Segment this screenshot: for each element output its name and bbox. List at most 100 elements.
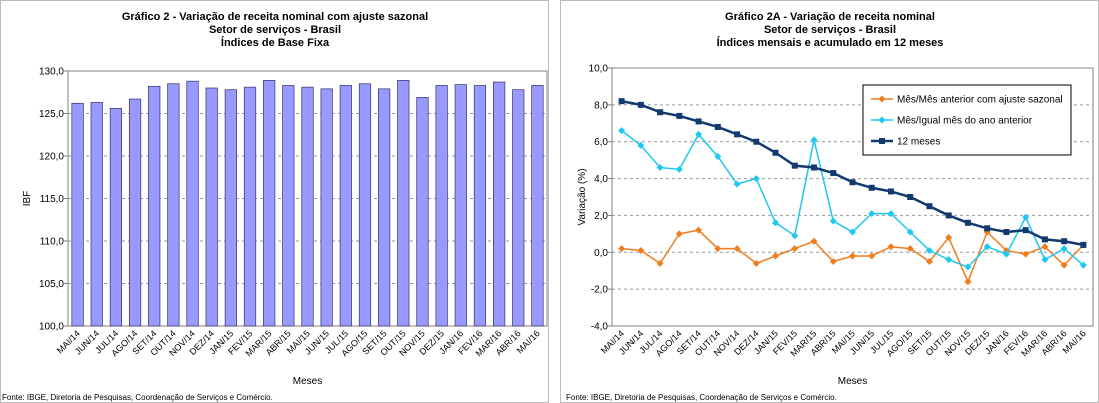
marker xyxy=(887,210,895,218)
marker xyxy=(945,234,953,242)
marker xyxy=(675,230,683,238)
bar xyxy=(148,85,161,327)
marker xyxy=(964,219,971,226)
marker xyxy=(925,258,933,265)
marker xyxy=(618,245,626,253)
marker xyxy=(675,165,683,173)
bar xyxy=(282,85,295,327)
marker xyxy=(714,123,721,130)
x-axis-label: Meses xyxy=(838,376,867,387)
marker xyxy=(695,118,702,125)
y-tick-label: 115,0 xyxy=(40,194,65,205)
marker xyxy=(656,259,664,267)
source-note: Fonte: IBGE, Diretoria de Pesquisas, Coo… xyxy=(2,393,273,402)
y-tick-label: 110,0 xyxy=(40,237,65,248)
marker xyxy=(810,237,818,245)
x-axis-label: Meses xyxy=(293,376,322,387)
marker xyxy=(695,130,703,138)
bar xyxy=(90,102,103,327)
legend xyxy=(862,84,1072,156)
marker xyxy=(887,243,895,251)
marker xyxy=(983,243,991,251)
marker xyxy=(791,245,799,253)
marker xyxy=(1002,250,1010,258)
marker xyxy=(695,226,703,234)
marker xyxy=(1060,245,1068,253)
marker xyxy=(1003,229,1010,236)
y-axis-label: IBF xyxy=(22,191,33,207)
marker xyxy=(676,112,683,119)
bar xyxy=(378,88,391,327)
bar xyxy=(224,89,237,327)
chart-subtitle: Índices mensais e acumulado em 12 meses xyxy=(717,36,944,49)
marker xyxy=(791,232,799,240)
marker xyxy=(906,228,914,236)
marker xyxy=(925,246,933,254)
marker xyxy=(1041,256,1049,264)
chart-subtitle: Setor de serviços - Brasil xyxy=(209,24,341,36)
marker xyxy=(868,252,876,260)
bar xyxy=(473,85,487,327)
marker xyxy=(984,225,991,232)
bar xyxy=(493,81,506,327)
marker xyxy=(714,245,722,253)
bar xyxy=(167,83,180,327)
marker xyxy=(849,252,856,260)
bar xyxy=(301,86,314,327)
y-tick-label: 130,0 xyxy=(39,67,64,78)
bar xyxy=(263,79,276,327)
y-tick-label: 0,0 xyxy=(594,248,608,259)
marker xyxy=(887,188,894,195)
marker xyxy=(752,259,760,267)
marker xyxy=(1022,227,1029,234)
marker xyxy=(714,152,722,160)
y-tick-label: 8,0 xyxy=(594,100,608,111)
marker xyxy=(791,162,798,169)
y-axis-label: Variação (%) xyxy=(577,168,588,225)
marker xyxy=(811,164,818,171)
marker xyxy=(829,258,837,265)
bar xyxy=(109,108,122,327)
legend-label: Mês/Mês anterior com ajuste sazonal xyxy=(897,95,1063,106)
bar xyxy=(512,89,525,327)
marker xyxy=(618,98,625,105)
bar xyxy=(71,102,84,327)
bar xyxy=(358,83,372,327)
bar xyxy=(339,85,352,327)
marker xyxy=(868,184,875,191)
marker xyxy=(964,278,972,286)
marker xyxy=(810,136,818,144)
marker xyxy=(849,228,856,236)
marker xyxy=(964,263,972,271)
marker xyxy=(1022,250,1030,258)
y-tick-label: 4,0 xyxy=(594,174,608,185)
bar xyxy=(320,88,333,327)
marker xyxy=(829,217,837,225)
marker xyxy=(752,175,760,183)
marker xyxy=(907,194,914,200)
marker xyxy=(868,210,876,218)
chart-title: Gráfico 2A - Variação de receita nominal xyxy=(725,11,935,23)
bar xyxy=(416,96,429,327)
y-tick-label: 105,0 xyxy=(39,279,64,290)
chart-title: Gráfico 2 - Variação de receita nominal … xyxy=(122,11,428,23)
bar xyxy=(454,84,467,327)
marker xyxy=(1079,261,1087,269)
marker xyxy=(637,141,645,149)
y-tick-label: 125,0 xyxy=(39,109,64,120)
marker xyxy=(733,180,741,188)
marker xyxy=(849,179,856,186)
y-tick-label: 2,0 xyxy=(594,211,608,222)
marker xyxy=(637,101,644,108)
marker xyxy=(753,138,760,145)
marker xyxy=(945,212,952,219)
legend-marker xyxy=(878,116,886,124)
marker xyxy=(772,219,780,227)
y-tick-label: -4,0 xyxy=(591,322,609,333)
marker xyxy=(926,203,933,210)
bar xyxy=(243,86,257,327)
y-tick-label: 10,0 xyxy=(589,64,609,75)
marker xyxy=(1060,261,1068,269)
